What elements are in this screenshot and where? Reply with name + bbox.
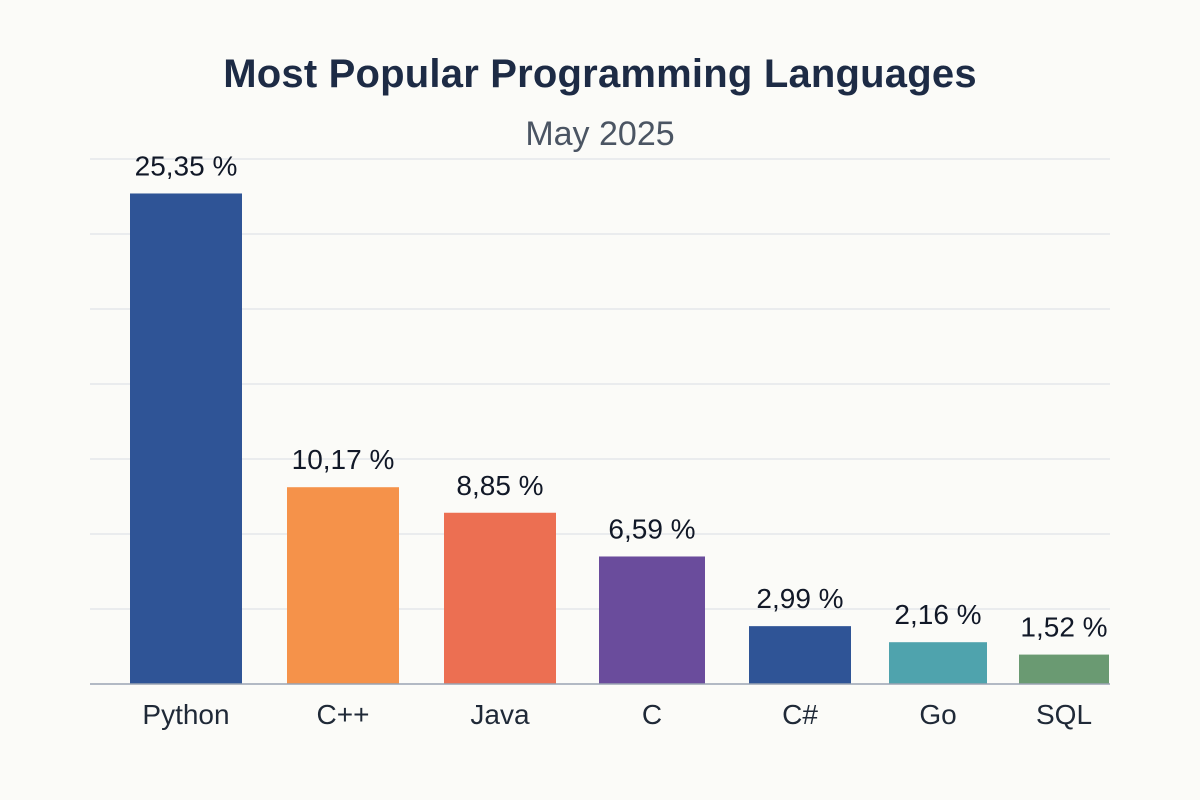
data-label-c: 6,59 % bbox=[608, 513, 695, 544]
data-label-go: 2,16 % bbox=[894, 599, 981, 630]
bar-csharp bbox=[749, 626, 851, 684]
bar-cplusplus bbox=[287, 487, 399, 684]
x-tick-label-sql: SQL bbox=[1036, 699, 1092, 730]
data-label-python: 25,35 % bbox=[135, 150, 238, 181]
data-label-sql: 1,52 % bbox=[1020, 612, 1107, 643]
data-label-java: 8,85 % bbox=[456, 470, 543, 501]
data-labels: 25,35 % 10,17 % 8,85 % 6,59 % 2,99 % 2,16 % 1,… bbox=[135, 150, 1108, 642]
x-tick-label-python: Python bbox=[142, 699, 229, 730]
x-tick-label-go: Go bbox=[919, 699, 956, 730]
data-label-csharp: 2,99 % bbox=[756, 583, 843, 614]
x-tick-labels: Python C++ Java C C# Go SQL bbox=[142, 699, 1092, 730]
bar-python bbox=[130, 193, 242, 685]
x-tick-label-java: Java bbox=[470, 699, 530, 730]
bar-go bbox=[889, 642, 987, 684]
data-label-cplusplus: 10,17 % bbox=[292, 444, 395, 475]
bar-sql bbox=[1019, 654, 1109, 684]
bars bbox=[130, 193, 1109, 685]
gridlines bbox=[90, 158, 1110, 610]
bar-java bbox=[444, 512, 556, 684]
chart-title: Most Popular Programming Languages bbox=[223, 52, 977, 96]
chart-subtitle: May 2025 bbox=[525, 115, 675, 153]
bar-c bbox=[599, 556, 705, 684]
x-tick-label-c: C bbox=[642, 699, 662, 730]
x-tick-label-csharp: C# bbox=[782, 699, 818, 730]
x-tick-label-cplusplus: C++ bbox=[317, 699, 370, 730]
